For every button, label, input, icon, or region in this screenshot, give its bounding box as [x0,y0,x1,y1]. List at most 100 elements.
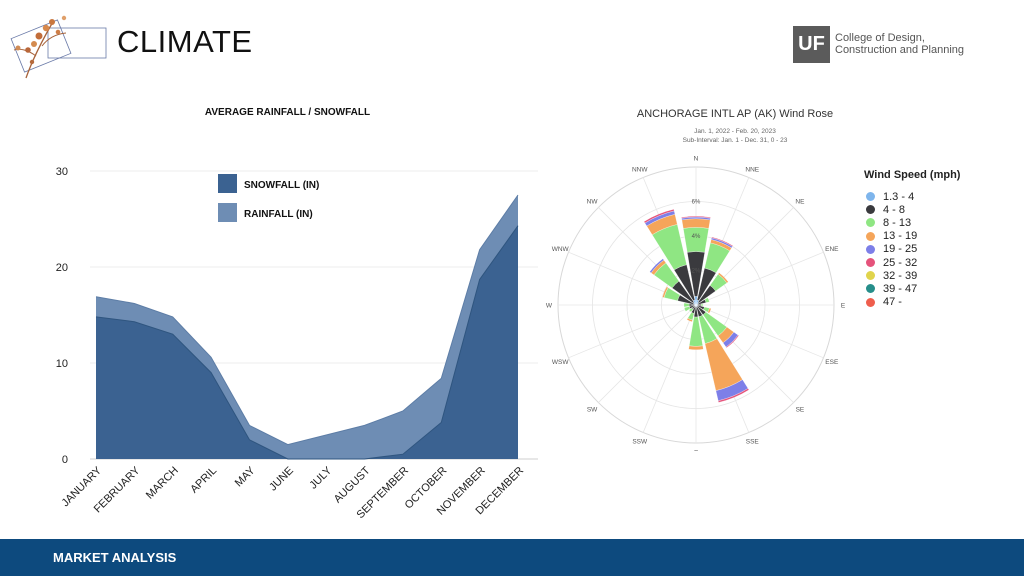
petal-segment-e [700,303,704,307]
rose-spoke [568,304,697,359]
petal-segment-sw [688,307,694,313]
legend-dot-icon [866,192,875,202]
legend-dot-icon [866,271,875,281]
wind-speed-legend-item: 32 - 39 [866,269,917,282]
petal-segment-nne [711,236,734,247]
wind-speed-legend-label: 39 - 47 [883,282,918,295]
snowfall-area [96,225,518,459]
wind-rose-subtitle-line2: Sub-Interval: Jan. 1 - Dec. 31, 0 - 23 [682,137,788,144]
radial-label: 6% [692,200,701,206]
legend-dot-icon [866,218,875,228]
direction-label: S [694,450,699,452]
college-name-line2: Construction and Planning [835,44,965,56]
petal-segment-ene [704,297,710,303]
legend-dot-icon [866,205,875,215]
radial-label: 2% [692,269,701,275]
legend-swatch [218,174,237,193]
petal-segment-ne [717,272,729,284]
petal-segment-s [688,345,704,350]
wind-speed-legend-item: 4 - 8 [866,203,917,216]
rose-spoke [642,304,697,433]
petal-segment-w [683,302,690,308]
y-tick-label: 30 [56,166,68,178]
wind-speed-legend-item: 8 - 13 [866,216,917,229]
petal-segment-se [725,334,740,349]
petal-segment-ssw [686,317,693,322]
petal-segment-n [681,218,711,229]
wind-speed-legend-label: 1.3 - 4 [883,190,915,203]
y-tick-label: 20 [56,262,68,274]
wind-rose-subtitle-line1: Jan. 1, 2022 - Feb. 20, 2023 [694,128,776,135]
college-name-line1: College of Design, [835,32,925,44]
x-tick-label: APRIL [188,465,219,496]
wind-rose-subtitle: Jan. 1, 2022 - Feb. 20, 2023 Sub-Interva… [540,127,930,145]
direction-label: N [694,156,699,163]
direction-label: ESE [825,359,839,366]
petal-segment-nw [649,258,665,274]
area-chart-title: AVERAGE RAINFALL / SNOWFALL [204,107,371,118]
direction-label: WNW [552,246,570,253]
wind-speed-legend-item: 19 - 25 [866,243,917,256]
direction-label: ENE [825,246,839,253]
footer-bar: MARKET ANALYSIS [0,539,1024,576]
direction-label: SE [796,406,805,413]
wind-speed-legend-title: Wind Speed (mph) [864,169,961,181]
wind-speed-legend-item: 13 - 19 [866,230,917,243]
petal-segment-wsw [684,306,691,312]
legend-dot-icon [866,297,875,307]
wind-speed-legend-item: 25 - 32 [866,256,917,269]
page-title: CLIMATE [117,24,253,59]
direction-label: SSE [746,438,760,445]
y-tick-label: 0 [62,454,68,466]
x-tick-label: JUNE [267,465,296,494]
legend-dot-icon [866,244,875,254]
direction-label: SSW [632,438,648,445]
direction-label: WSW [552,359,569,366]
legend-dot-icon [866,258,875,268]
direction-label: NE [795,199,805,206]
direction-label: SW [587,406,598,413]
x-tick-label: JULY [307,464,334,491]
rose-spoke [598,304,697,403]
rose-spoke [695,251,824,306]
direction-label: NW [587,199,599,206]
legend-label: SNOWFALL (IN) [244,180,319,191]
botanical-logo-icon [10,15,107,79]
footer-label: MARKET ANALYSIS [53,550,177,565]
snowfall-line [95,225,519,460]
direction-label: E [841,303,846,310]
wind-speed-legend-label: 25 - 32 [883,256,918,269]
rainfall-area [96,195,518,459]
x-tick-label: MAY [233,464,258,489]
wind-rose-chart: N NNE NE ENE E ESE SE SSE S SSW SW WSW W WNW NW NNW 2% 4%… [546,156,846,452]
wind-speed-legend-label: 32 - 39 [883,269,918,282]
radial-label: 4% [692,234,701,240]
wind-speed-legend-label: 19 - 25 [883,243,918,256]
y-tick-label: 10 [56,358,68,370]
direction-label: W [546,303,553,310]
direction-label: NNE [745,167,759,174]
x-tick-label: MARCH [144,465,181,502]
petal-segment-nnw [643,209,675,224]
college-name: College of Design, Construction and Plan… [835,32,964,56]
direction-label: NNW [632,167,648,174]
petal-segment-sse [718,388,750,403]
wind-speed-legend-label: 13 - 19 [883,230,918,243]
wind-speed-legend-label: 8 - 13 [883,216,912,229]
wind-speed-legend-item: 47 - [866,296,917,309]
petal-segment-ese [707,307,712,314]
wind-speed-legend-label: 4 - 8 [883,203,906,216]
wind-speed-legend-item: 39 - 47 [866,282,917,295]
rose-spoke [695,304,824,359]
wind-rose-title: ANCHORAGE INTL AP (AK) Wind Rose [636,108,834,120]
legend-dot-icon [866,231,875,241]
legend-label: RAINFALL (IN) [244,209,313,220]
petal-segment-wnw [662,286,669,298]
rainfall-line [95,194,519,446]
petal-segment-n [681,216,711,219]
wind-speed-legend-item: 1.3 - 4 [866,190,917,203]
legend-dot-icon [866,284,875,294]
wind-speed-legend-label: 47 - [883,296,902,309]
